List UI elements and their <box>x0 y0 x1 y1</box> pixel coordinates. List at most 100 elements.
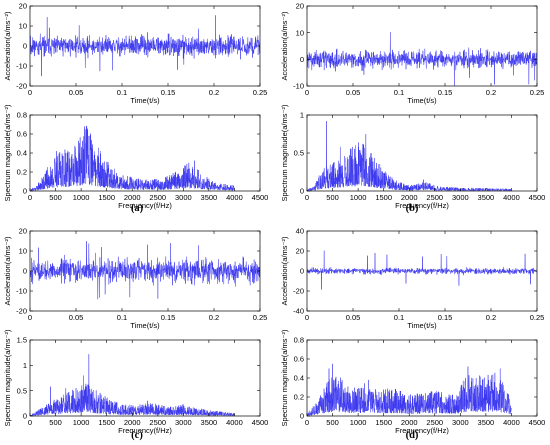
series-line <box>307 121 512 191</box>
x-tick-label: 1000 <box>73 418 90 427</box>
x-axis-label: Frequency(f/Hz) <box>395 426 449 435</box>
x-axis-label: Frequency(f/Hz) <box>118 201 172 210</box>
x-tick-label: 4000 <box>226 418 243 427</box>
x-tick-label: 3000 <box>175 193 192 202</box>
y-axis-label: Acceleration(a/ms⁻²) <box>280 236 289 305</box>
plot-a-time: 0 0.05 0.1 0.15 0.2 0.25 -20 -10 0 10 20 Time(t/s) A… <box>3 2 267 105</box>
x-tick-label: 4000 <box>503 193 520 202</box>
x-tick-label: 0.15 <box>438 313 453 322</box>
x-tick-label: 0.2 <box>486 88 496 97</box>
y-tick-label: -20 <box>16 82 27 91</box>
y-axis-label: Acceleration(a/ms⁻²) <box>280 11 289 80</box>
axes-frame <box>306 5 538 87</box>
x-tick-label: 0 <box>305 418 309 427</box>
y-axis-label: Spectrum magnitude(a/ms⁻²) <box>3 104 12 201</box>
series-line <box>30 241 260 300</box>
x-tick-label: 0.25 <box>253 88 268 97</box>
x-tick-label: 2000 <box>401 418 418 427</box>
x-axis-label: Time(t/s) <box>130 96 160 105</box>
y-axis-label: Acceleration(a/ms⁻²) <box>3 11 12 80</box>
x-tick-label: 1000 <box>350 193 367 202</box>
panel-label-a: (a) <box>131 203 144 214</box>
x-tick-label: 4500 <box>252 193 269 202</box>
y-tick-label: 10 <box>296 28 304 37</box>
y-tick-label: 0 <box>23 412 27 421</box>
x-tick-label: 0.25 <box>530 88 545 97</box>
plot-c-spectrum: 0 500 1000 1500 2000 2500 3000 3500 4000 4500 0 0.5… <box>3 329 268 435</box>
x-tick-label: 1500 <box>98 418 115 427</box>
x-tick-label: 3500 <box>478 418 495 427</box>
x-tick-label: 0.05 <box>69 313 84 322</box>
x-tick-label: 0.1 <box>117 313 127 322</box>
y-tick-label: 20 <box>19 2 27 11</box>
x-tick-label: 0.2 <box>209 88 219 97</box>
y-tick-label: 0 <box>300 55 304 64</box>
panel-label-d: (d) <box>406 430 419 441</box>
x-tick-label: 2500 <box>149 418 166 427</box>
x-tick-label: 2500 <box>426 418 443 427</box>
series-line <box>307 363 512 416</box>
x-tick-label: 0.2 <box>209 313 219 322</box>
y-tick-label: 0 <box>23 42 27 51</box>
x-axis-label: Frequency(f/Hz) <box>395 201 449 210</box>
y-tick-label: 1 <box>300 111 304 120</box>
x-tick-label: 3500 <box>201 418 218 427</box>
x-tick-label: 500 <box>49 418 62 427</box>
x-tick-label: 0.25 <box>530 313 545 322</box>
x-tick-label: 2500 <box>426 193 443 202</box>
x-tick-label: 0 <box>305 313 309 322</box>
x-tick-label: 1500 <box>98 193 115 202</box>
y-tick-label: 20 <box>296 247 304 256</box>
x-tick-label: 3500 <box>201 193 218 202</box>
plot-b-time: 0 0.05 0.1 0.15 0.2 0.25-1001020Time(t/s)Acce… <box>280 2 544 105</box>
plot-d-time: 0 0.05 0.1 0.15 0.2 0.25 -40 -20 0 20 40 Time(t/s) A… <box>280 227 544 330</box>
x-tick-label: 2000 <box>124 418 141 427</box>
x-tick-label: 0 <box>28 313 32 322</box>
y-axis-label: Spectrum magnitude(a/ms⁻²) <box>280 329 289 426</box>
x-axis-label: Time(t/s) <box>407 321 437 330</box>
x-tick-label: 0 <box>305 193 309 202</box>
y-tick-label: 0 <box>300 412 304 421</box>
series-line <box>307 250 537 290</box>
y-tick-label: 0 <box>300 187 304 196</box>
x-tick-label: 3000 <box>452 418 469 427</box>
y-tick-label: 0.8 <box>294 336 304 345</box>
y-tick-label: 0.2 <box>17 168 27 177</box>
axes-frame <box>29 339 261 417</box>
plot-b-spectrum: 0 500 1000 1500 2000 2500 3000 3500 4000 4500 0 0.5… <box>280 104 545 210</box>
x-tick-label: 3000 <box>175 418 192 427</box>
y-tick-label: 0.8 <box>17 111 27 120</box>
y-tick-label: 0.4 <box>294 374 304 383</box>
x-tick-label: 2000 <box>124 193 141 202</box>
y-tick-label: 0.5 <box>294 149 304 158</box>
x-tick-label: 4500 <box>252 418 269 427</box>
y-axis-label: Acceleration(a/ms⁻²) <box>3 236 12 305</box>
y-tick-label: 0.6 <box>17 130 27 139</box>
panel-label-b: (b) <box>406 203 419 214</box>
x-tick-label: 500 <box>326 193 339 202</box>
x-tick-label: 1000 <box>73 193 90 202</box>
x-tick-label: 0.15 <box>161 313 176 322</box>
x-tick-label: 500 <box>326 418 339 427</box>
x-tick-label: 1500 <box>375 193 392 202</box>
x-tick-label: 500 <box>49 193 62 202</box>
x-tick-label: 0.1 <box>394 313 404 322</box>
y-tick-label: 1 <box>23 361 27 370</box>
x-tick-label: 4500 <box>529 418 546 427</box>
x-tick-label: 0.25 <box>253 313 268 322</box>
x-tick-label: 0 <box>28 193 32 202</box>
x-tick-label: 3000 <box>452 193 469 202</box>
x-axis-label: Frequency(f/Hz) <box>118 426 172 435</box>
x-tick-label: 1000 <box>350 418 367 427</box>
x-tick-label: 2500 <box>149 193 166 202</box>
x-tick-label: 0.2 <box>486 313 496 322</box>
x-tick-label: 0.1 <box>394 88 404 97</box>
y-tick-label: 0 <box>23 267 27 276</box>
y-tick-label: 20 <box>296 2 304 11</box>
y-tick-label: -20 <box>16 307 27 316</box>
x-tick-label: 0.05 <box>346 313 361 322</box>
y-axis-label: Spectrum magnitude(a/ms⁻²) <box>280 104 289 201</box>
y-tick-label: 10 <box>19 22 27 31</box>
x-tick-label: 4000 <box>226 193 243 202</box>
